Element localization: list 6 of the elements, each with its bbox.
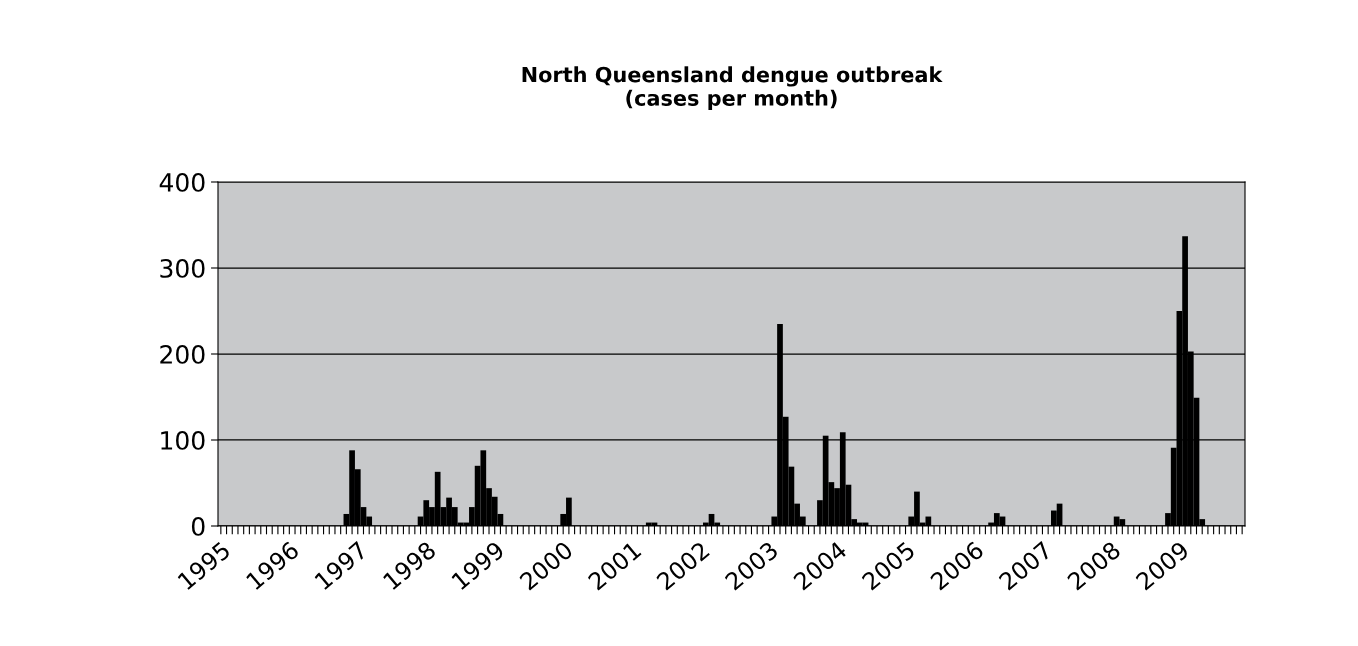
y-tick-label: 200: [160, 344, 205, 364]
y-tick-label: 0: [191, 516, 205, 536]
y-tick-label: 400: [159, 172, 205, 192]
chart-title: North Queensland dengue outbreak (cases per month): [522, 66, 943, 110]
y-tick-label: 300: [160, 258, 205, 278]
y-tick-label: 100: [161, 430, 205, 450]
